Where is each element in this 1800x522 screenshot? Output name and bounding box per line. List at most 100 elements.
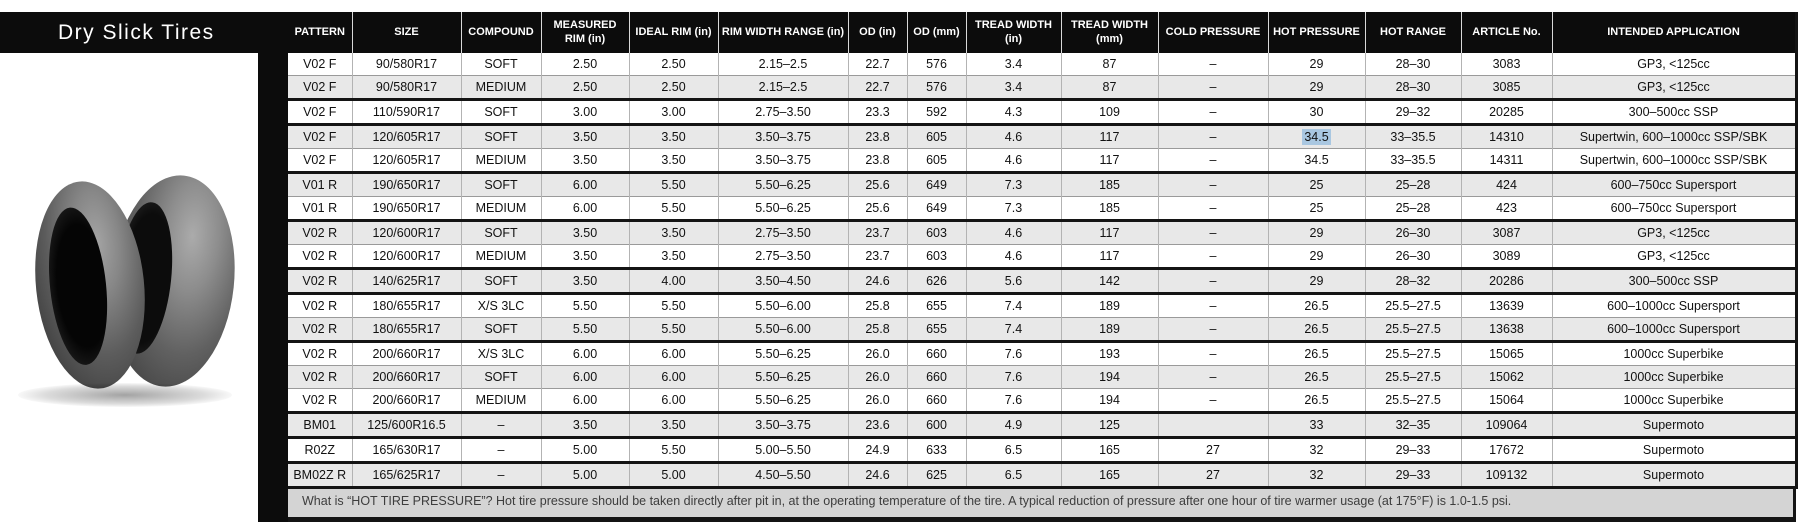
spec-cell[interactable]: – <box>460 412 541 438</box>
table-row[interactable]: V01 R 190/650R17 MEDIUM 6.00 5.50 5.50–6.25 25… <box>288 196 1796 221</box>
spec-cell[interactable]: V02 F <box>303 105 337 119</box>
spec-cell[interactable]: 28–30 <box>1364 75 1461 100</box>
spec-cell[interactable]: 29 <box>1267 75 1365 100</box>
spec-cell[interactable]: V02 R <box>302 249 338 263</box>
spec-cell[interactable]: 200/660R17 <box>351 365 461 389</box>
spec-cell[interactable]: 3083 <box>1460 53 1552 76</box>
spec-cell[interactable]: 5.00–5.50 <box>717 437 848 463</box>
spec-cell[interactable]: 2.15–2.5 <box>717 75 848 100</box>
spec-cell[interactable]: – <box>1157 341 1268 366</box>
spec-cell[interactable]: 120/600R17 <box>351 220 461 245</box>
spec-cell[interactable]: 87 <box>1060 75 1158 100</box>
spec-cell[interactable]: 600–750cc Supersport <box>1551 196 1796 221</box>
spec-cell[interactable]: 26.5 <box>1267 293 1365 318</box>
spec-cell[interactable]: SOFT <box>460 317 541 342</box>
spec-cell[interactable]: 4.6 <box>965 148 1061 173</box>
spec-cell[interactable]: 7.4 <box>965 317 1061 342</box>
spec-cell[interactable]: 2.75–3.50 <box>717 99 848 125</box>
spec-cell[interactable]: 26.5 <box>1267 388 1365 413</box>
spec-cell[interactable]: BM01 <box>303 418 337 432</box>
spec-cell[interactable]: 165 <box>1060 437 1158 463</box>
spec-cell[interactable]: SOFT <box>460 124 541 149</box>
spec-cell[interactable]: SOFT <box>460 99 541 125</box>
spec-cell[interactable]: V01 R <box>302 178 338 192</box>
spec-cell[interactable]: 423 <box>1460 196 1552 221</box>
spec-cell[interactable]: 5.00 <box>628 462 718 488</box>
spec-cell[interactable]: – <box>460 437 541 463</box>
spec-cell[interactable]: 2.50 <box>540 53 629 76</box>
spec-cell[interactable]: 2.50 <box>540 75 629 100</box>
spec-cell[interactable]: 32 <box>1267 462 1365 488</box>
spec-cell[interactable]: 605 <box>906 148 966 173</box>
spec-cell[interactable]: 300–500cc SSP <box>1551 268 1796 294</box>
spec-cell[interactable]: 165/630R17 <box>351 437 461 463</box>
spec-cell[interactable]: 180/655R17 <box>351 293 461 318</box>
spec-cell[interactable]: 592 <box>906 99 966 125</box>
spec-cell[interactable]: 660 <box>906 365 966 389</box>
spec-cell[interactable]: 14310 <box>1460 124 1552 149</box>
spec-cell[interactable]: 625 <box>906 462 966 488</box>
spec-cell[interactable]: 4.9 <box>965 412 1061 438</box>
spec-cell[interactable]: MEDIUM <box>460 196 541 221</box>
spec-cell[interactable]: V02 F <box>303 130 337 144</box>
spec-cell[interactable]: 24.6 <box>847 268 907 294</box>
spec-cell[interactable]: V02 R <box>302 274 338 288</box>
spec-cell[interactable]: 2.75–3.50 <box>717 244 848 269</box>
spec-cell[interactable]: 23.8 <box>847 124 907 149</box>
spec-cell[interactable]: 4.6 <box>965 124 1061 149</box>
spec-cell[interactable]: 23.3 <box>847 99 907 125</box>
spec-cell[interactable]: 5.00 <box>540 462 629 488</box>
table-row[interactable]: V02 R 140/625R17 SOFT 3.50 4.00 3.50–4.50 24.6… <box>288 268 1796 294</box>
spec-cell[interactable]: – <box>1157 317 1268 342</box>
table-row[interactable]: V02 R 200/660R17 SOFT 6.00 6.00 5.50–6.25 26.0… <box>288 365 1796 389</box>
spec-cell[interactable]: 7.4 <box>965 293 1061 318</box>
table-row[interactable]: V01 R 190/650R17 SOFT 6.00 5.50 5.50–6.25 25.6… <box>288 172 1796 197</box>
spec-cell[interactable]: 34.5 <box>1267 148 1365 173</box>
spec-cell[interactable]: V02 R <box>302 347 338 361</box>
spec-cell[interactable]: 24.9 <box>847 437 907 463</box>
spec-cell[interactable]: 109132 <box>1460 462 1552 488</box>
spec-cell[interactable]: 660 <box>906 388 966 413</box>
spec-cell[interactable]: – <box>1157 365 1268 389</box>
table-row[interactable]: BM02Z R 165/625R17–5.00 5.00 4.50–5.50 24.6 6… <box>288 462 1796 488</box>
spec-cell[interactable]: V02 R <box>302 226 338 240</box>
spec-cell[interactable]: 185 <box>1060 196 1158 221</box>
table-row[interactable]: V02 F 90/580R17 MEDIUM 2.50 2.50 2.15–2.5 22.7… <box>288 75 1796 100</box>
spec-cell[interactable]: – <box>1157 388 1268 413</box>
spec-cell[interactable]: 26.0 <box>847 341 907 366</box>
spec-cell[interactable]: SOFT <box>460 268 541 294</box>
spec-cell[interactable]: V02 F <box>303 80 337 94</box>
spec-cell[interactable]: – <box>1157 148 1268 173</box>
spec-cell[interactable]: 25.5–27.5 <box>1364 293 1461 318</box>
spec-cell[interactable]: 17672 <box>1460 437 1552 463</box>
spec-cell[interactable]: 6.00 <box>628 365 718 389</box>
table-row[interactable]: V02 R 180/655R17 X/S 3LC 5.50 5.50 5.50–6.00 2… <box>288 293 1796 318</box>
spec-cell[interactable]: 26.0 <box>847 365 907 389</box>
spec-cell[interactable]: 142 <box>1060 268 1158 294</box>
spec-cell[interactable]: 109064 <box>1460 412 1552 438</box>
spec-cell[interactable]: 29–32 <box>1364 99 1461 125</box>
spec-cell[interactable]: 33–35.5 <box>1364 124 1461 149</box>
spec-cell[interactable]: V02 F <box>303 57 337 71</box>
spec-cell[interactable]: GP3, <125cc <box>1551 75 1796 100</box>
spec-cell[interactable]: 576 <box>906 53 966 76</box>
spec-cell[interactable]: 576 <box>906 75 966 100</box>
spec-cell[interactable]: 3.50 <box>540 268 629 294</box>
spec-cell[interactable]: 3.50–4.50 <box>717 268 848 294</box>
spec-cell[interactable]: V02 R <box>302 370 338 384</box>
spec-cell[interactable]: 180/655R17 <box>351 317 461 342</box>
spec-cell[interactable]: 7.6 <box>965 341 1061 366</box>
spec-cell[interactable]: 2.50 <box>628 75 718 100</box>
spec-cell[interactable]: 2.75–3.50 <box>717 220 848 245</box>
spec-cell[interactable]: 655 <box>906 293 966 318</box>
table-row[interactable]: BM01 125/600R16.5–3.50 3.50 3.50–3.75 23.6 60… <box>288 412 1796 438</box>
spec-cell[interactable]: X/S 3LC <box>460 341 541 366</box>
spec-cell[interactable]: 193 <box>1060 341 1158 366</box>
spec-cell[interactable]: MEDIUM <box>460 148 541 173</box>
spec-cell[interactable]: 27 <box>1157 437 1268 463</box>
table-row[interactable]: V02 R 200/660R17 MEDIUM 6.00 6.00 5.50–6.25 26… <box>288 388 1796 413</box>
spec-cell[interactable]: 626 <box>906 268 966 294</box>
spec-cell[interactable]: – <box>1157 244 1268 269</box>
spec-cell[interactable]: – <box>1157 53 1268 76</box>
spec-cell[interactable]: 6.00 <box>628 388 718 413</box>
